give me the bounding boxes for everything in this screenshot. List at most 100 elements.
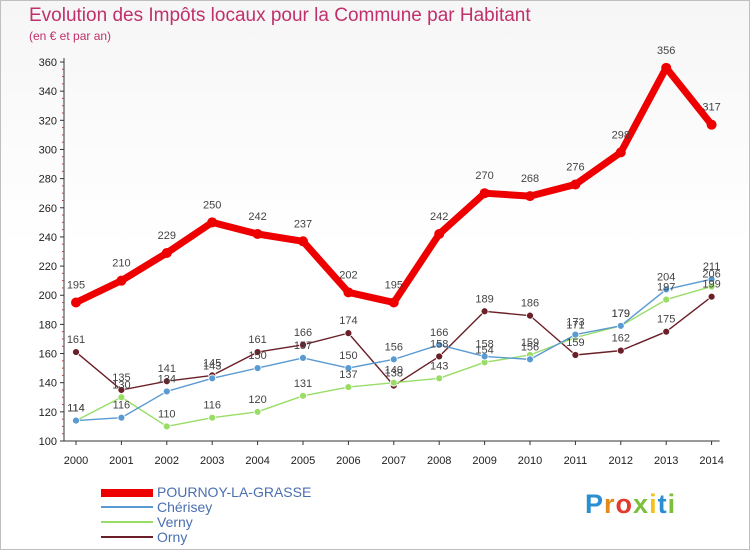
data-label-verny: 116: [203, 400, 221, 412]
legend-label-cherisey: Chérisey: [157, 499, 213, 515]
data-point-cherisey: [616, 321, 625, 330]
data-label-pournoy: 250: [203, 199, 221, 211]
data-label-verny: 179: [612, 308, 630, 320]
data-point-pournoy: [71, 297, 81, 308]
data-label-cherisey: 143: [203, 360, 221, 372]
logo-letter: x: [633, 489, 650, 519]
data-point-verny: [208, 413, 217, 422]
data-point-cherisey: [344, 364, 353, 373]
data-label-orny: 199: [702, 279, 720, 291]
x-tick-label: 2012: [609, 455, 633, 467]
data-label-cherisey: 150: [339, 350, 357, 362]
y-tick-label: 320: [39, 115, 57, 127]
data-label-pournoy: 242: [430, 211, 448, 223]
data-point-pournoy: [207, 217, 218, 228]
data-label-verny: 171: [566, 320, 584, 332]
data-point-orny: [299, 340, 307, 349]
data-point-orny: [571, 351, 580, 359]
data-label-pournoy: 242: [248, 211, 266, 223]
x-tick-label: 2006: [336, 455, 360, 467]
x-tick-label: 2010: [518, 455, 542, 467]
data-label-orny: 135: [112, 372, 130, 384]
data-label-verny: 131: [294, 378, 312, 390]
x-tick-label: 2009: [472, 455, 496, 467]
data-point-verny: [435, 374, 444, 383]
data-label-orny: 141: [158, 363, 176, 375]
data-label-orny: 174: [339, 315, 357, 327]
data-point-pournoy: [525, 191, 535, 202]
logo-letter: i: [649, 489, 658, 519]
data-label-verny: 137: [339, 369, 357, 381]
data-point-pournoy: [388, 297, 399, 308]
data-label-pournoy: 270: [475, 170, 493, 182]
data-label-verny: 114: [67, 403, 85, 415]
data-label-pournoy: 229: [158, 230, 176, 242]
series-line-pournoy: [72, 64, 716, 307]
x-tick-label: 2004: [245, 455, 269, 467]
legend-swatch-orny: [101, 536, 153, 538]
data-label-orny: 186: [521, 298, 539, 310]
y-tick-label: 240: [39, 232, 57, 244]
data-point-pournoy: [252, 229, 263, 240]
y-tick-label: 220: [39, 261, 57, 273]
data-point-orny: [253, 348, 262, 356]
data-point-orny: [435, 352, 444, 361]
data-point-pournoy: [615, 147, 626, 158]
data-label-verny: 110: [158, 408, 176, 420]
data-label-pournoy: 298: [612, 129, 630, 141]
data-label-cherisey: 156: [521, 341, 539, 353]
x-tick-label: 2001: [109, 455, 133, 467]
y-tick-label: 140: [39, 378, 57, 390]
data-label-verny: 154: [475, 344, 493, 356]
data-label-verny: 140: [385, 365, 403, 377]
data-label-verny: 159: [521, 337, 539, 349]
data-point-pournoy: [706, 119, 717, 130]
data-label-cherisey: 157: [294, 340, 312, 352]
legend-swatch-cherisey: [101, 506, 153, 508]
data-point-cherisey: [117, 413, 126, 422]
x-tick-label: 2007: [382, 455, 406, 467]
data-point-verny: [299, 391, 307, 400]
data-point-verny: [162, 422, 171, 431]
data-label-cherisey: 179: [612, 308, 630, 320]
data-label-cherisey: 158: [475, 338, 493, 350]
legend-label-pournoy: POURNOY-LA-GRASSE: [157, 484, 312, 500]
y-tick-label: 160: [39, 349, 57, 361]
data-label-orny: 145: [203, 357, 221, 369]
chart-subtitle: (en € et par an): [29, 29, 112, 43]
x-tick-label: 2011: [564, 455, 588, 467]
data-point-pournoy: [298, 236, 308, 247]
data-label-orny: 189: [475, 293, 493, 305]
data-point-orny: [526, 311, 534, 320]
legend-label-verny: Verny: [157, 514, 193, 530]
y-tick-label: 360: [39, 57, 57, 69]
data-point-orny: [662, 327, 671, 336]
y-tick-label: 120: [39, 407, 57, 419]
data-point-pournoy: [161, 247, 172, 258]
data-label-orny: 175: [657, 314, 675, 326]
data-point-cherisey: [162, 387, 171, 396]
logo-letter: P: [585, 489, 605, 519]
data-label-verny: 206: [702, 268, 720, 280]
data-label-cherisey: 211: [703, 261, 721, 273]
data-label-pournoy: 317: [702, 102, 720, 114]
logo-letter: i: [667, 489, 677, 519]
data-point-cherisey: [435, 340, 444, 349]
data-point-pournoy: [570, 179, 581, 190]
x-tick-label: 2008: [427, 455, 451, 467]
data-label-cherisey: 204: [657, 271, 675, 283]
data-point-cherisey: [480, 352, 489, 361]
legend-label-orny: Orny: [157, 529, 188, 545]
data-label-orny: 161: [248, 334, 266, 346]
logo-letter: r: [604, 489, 616, 519]
data-point-verny: [344, 383, 353, 391]
y-tick-label: 200: [39, 290, 57, 302]
data-point-cherisey: [707, 275, 716, 284]
data-label-verny: 130: [112, 379, 130, 391]
data-label-pournoy: 276: [566, 161, 584, 173]
y-tick-label: 260: [39, 203, 57, 215]
proxiti-logo: Proxiti: [585, 489, 676, 520]
data-point-cherisey: [389, 355, 398, 364]
data-point-cherisey: [72, 416, 80, 425]
data-point-cherisey: [662, 285, 671, 294]
